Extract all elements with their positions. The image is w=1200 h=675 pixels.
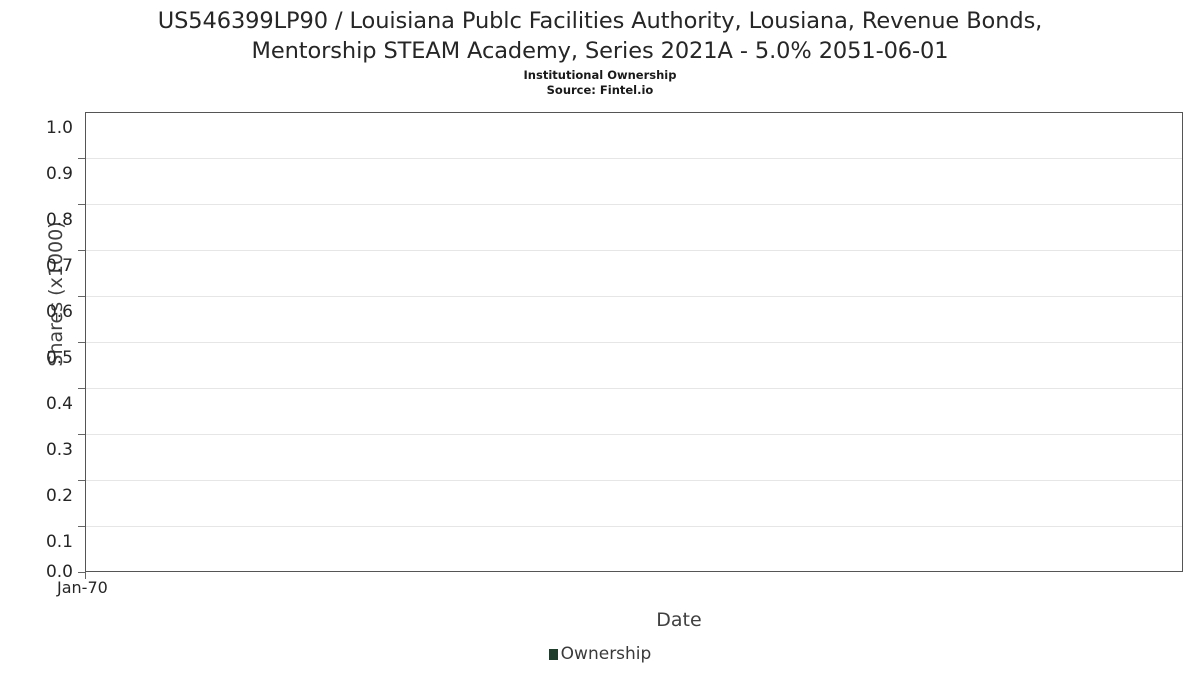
legend-entry-ownership[interactable]: Ownership	[548, 644, 652, 664]
legend-swatch-icon	[548, 649, 558, 660]
y-tick-mark	[78, 158, 85, 159]
gridline	[86, 388, 1182, 389]
y-tick-label: 0.8	[45, 210, 73, 230]
chart-title-line-1: US546399LP90 / Louisiana Publc Facilitie…	[157, 8, 1043, 34]
series-ownership	[86, 113, 1182, 571]
y-tick-mark	[78, 526, 85, 527]
y-tick-label: 0.6	[45, 302, 73, 322]
y-tick-mark	[78, 250, 85, 251]
y-tick-mark	[78, 572, 85, 573]
gridline	[86, 342, 1182, 343]
y-tick-label: 0.9	[45, 164, 73, 184]
y-tick-mark	[78, 480, 85, 481]
plot-area[interactable]	[85, 112, 1183, 572]
y-tick-label: 0.3	[45, 440, 73, 460]
gridline	[86, 204, 1182, 205]
chart-title-line-2: Mentorship STEAM Academy, Series 2021A -…	[251, 38, 949, 64]
y-tick-label: 0.4	[45, 394, 73, 414]
y-tick-mark	[78, 296, 85, 297]
chart-subtitle: Institutional Ownership	[523, 68, 677, 82]
x-axis-title: Date	[656, 609, 702, 631]
gridline	[86, 158, 1182, 159]
y-tick-label: 1.0	[45, 118, 73, 138]
y-tick-label: 0.2	[45, 486, 73, 506]
x-tick-label: Jan-70	[57, 578, 108, 597]
gridline	[86, 434, 1182, 435]
chart-header: US546399LP90 / Louisiana Publc Facilitie…	[0, 0, 1200, 97]
chart-source: Source: Fintel.io	[546, 82, 654, 97]
chart-title: US546399LP90 / Louisiana Publc Facilitie…	[0, 0, 1200, 66]
y-tick-label: 0.7	[45, 256, 73, 276]
chart-legend[interactable]: Ownership	[0, 646, 1200, 663]
y-tick-label: 0.5	[45, 348, 73, 368]
y-tick-label: 0.1	[45, 532, 73, 552]
gridline	[86, 480, 1182, 481]
gridline	[86, 250, 1182, 251]
y-tick-label: 0.0	[45, 562, 73, 582]
chart-subtitle-block: Institutional Ownership Source: Fintel.i…	[0, 68, 1200, 97]
legend-label: Ownership	[560, 644, 652, 664]
y-tick-mark	[78, 204, 85, 205]
gridline	[86, 296, 1182, 297]
y-tick-mark	[78, 342, 85, 343]
gridline	[86, 526, 1182, 527]
y-tick-mark	[78, 388, 85, 389]
y-tick-mark	[78, 434, 85, 435]
x-tick-mark	[85, 572, 86, 579]
